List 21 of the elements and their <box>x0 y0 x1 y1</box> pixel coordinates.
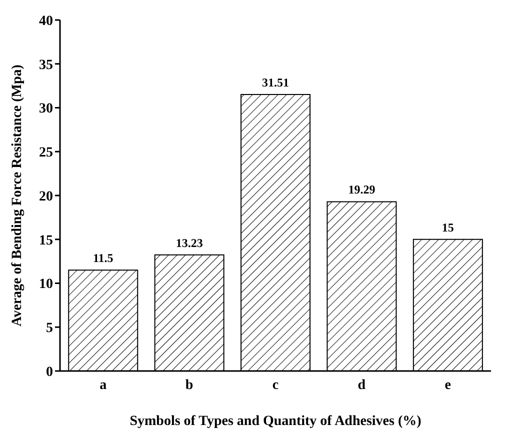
y-tick-label: 15 <box>39 233 53 248</box>
data-label: 19.29 <box>348 182 376 197</box>
y-tick-label: 40 <box>39 14 53 29</box>
x-tick-label: c <box>272 378 279 393</box>
x-axis-title: Symbols of Types and Quantity of Adhesives (%) <box>130 414 422 429</box>
x-tick-label: d <box>358 378 366 393</box>
y-tick-label: 30 <box>39 102 53 117</box>
data-label: 13.23 <box>176 236 203 250</box>
y-tick-label: 10 <box>39 277 53 292</box>
x-tick-label: e <box>444 378 452 393</box>
x-tick-label: b <box>185 378 194 393</box>
y-tick-label: 35 <box>39 58 53 73</box>
y-tick-label: 0 <box>46 364 53 380</box>
data-label: 31.51 <box>262 76 290 90</box>
y-axis-title: Average of Bending Force Resistance (Mpa) <box>10 64 25 326</box>
data-label: 15 <box>442 220 454 234</box>
y-tick-label: 5 <box>46 321 53 336</box>
y-tick-label: 20 <box>39 189 53 204</box>
y-tick-label: 25 <box>39 146 53 161</box>
data-label: 11.5 <box>92 251 114 266</box>
x-tick-label: a <box>100 378 107 393</box>
